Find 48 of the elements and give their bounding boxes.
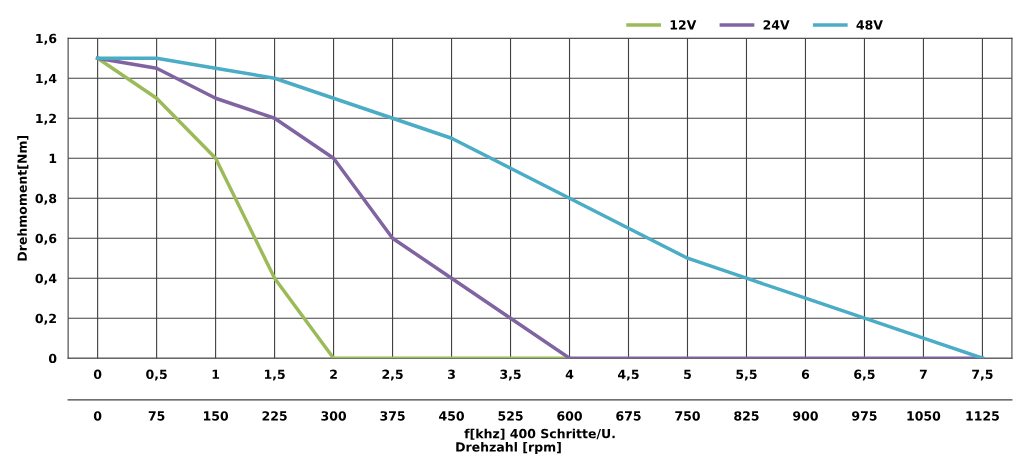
y-tick-label: 0 — [48, 353, 57, 364]
x-tick-label: 1 — [212, 369, 220, 379]
x-tick-label: 5,5 — [736, 369, 757, 381]
x2-tick-label: 975 — [852, 411, 877, 421]
x2-tick-label: 1125 — [966, 411, 999, 421]
x2-tick-label: 150 — [203, 411, 229, 421]
x2-tick-label: 750 — [675, 411, 700, 421]
y-tick-label: 1,4 — [36, 73, 57, 85]
y-tick-label: 1,6 — [36, 33, 57, 45]
y-tick-label: 0,4 — [35, 273, 57, 285]
x2-tick-label: 450 — [439, 411, 464, 421]
x2-tick-label: 525 — [498, 411, 523, 421]
x-tick-label: 6 — [801, 369, 810, 379]
x-tick-label: 3,5 — [500, 369, 521, 381]
x-tick-label: 7,5 — [972, 369, 993, 381]
legend-label: 24V — [763, 20, 790, 30]
x-tick-label: 4 — [565, 369, 574, 379]
x-tick-label: 1,5 — [264, 369, 285, 381]
legend-label: 12V — [670, 20, 697, 30]
line-series — [95, 56, 985, 359]
x2-tick-label: 0 — [93, 411, 102, 421]
x2-tick-label: 900 — [793, 411, 818, 421]
x-tick-label: 0,5 — [146, 369, 167, 381]
x2-tick-label: 825 — [734, 411, 759, 421]
x-axis-title: f[khz] 400 Schritte/U. — [464, 428, 615, 440]
x-tick-label: 3 — [448, 369, 455, 379]
x2-tick-label: 375 — [380, 411, 405, 421]
legend-label: 48V — [856, 20, 883, 30]
x2-tick-label: 1050 — [907, 411, 941, 421]
y-tick-label: 1 — [49, 153, 57, 163]
x-tick-label: 5 — [684, 369, 691, 379]
x-tick-label: 0 — [93, 369, 102, 379]
x2-tick-label: 75 — [148, 411, 165, 421]
x-tick-label: 6,5 — [854, 369, 875, 381]
y-tick-label: 0,6 — [35, 233, 57, 245]
y-axis-title: Drehmoment[Nm] — [17, 135, 29, 261]
y-tick-label: 1,2 — [36, 113, 56, 125]
y-tick-label: 0,2 — [35, 313, 56, 325]
x-tick-label: 7 — [919, 369, 927, 379]
x-tick-label: 4,5 — [618, 369, 639, 381]
x-tick-label: 2,5 — [382, 369, 403, 381]
x2-tick-label: 225 — [262, 411, 287, 421]
x2-axis-title: Drehzahl [rpm] — [456, 441, 561, 455]
x-tick-label: 2 — [330, 369, 337, 379]
x2-tick-label: 300 — [321, 411, 347, 421]
y-tick-label: 0,8 — [35, 193, 57, 205]
x2-tick-label: 600 — [557, 411, 582, 421]
x2-tick-label: 675 — [616, 411, 641, 421]
